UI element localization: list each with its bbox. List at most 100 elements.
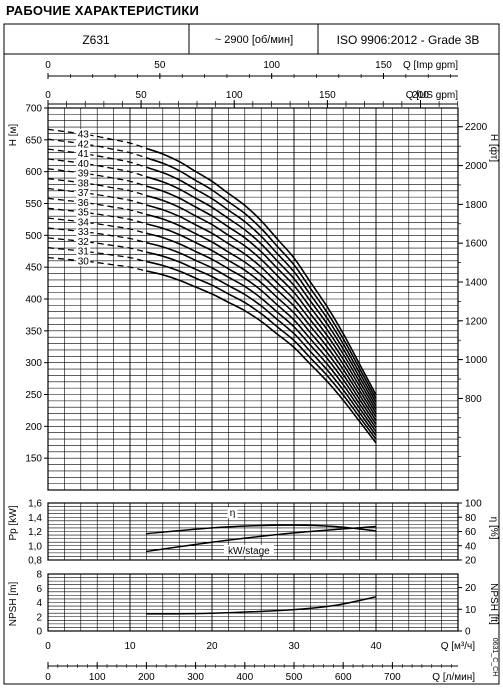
drawing-code: 0631_C_CH [491, 638, 498, 677]
speed-label: ~ 2900 [об/мин] [215, 34, 293, 46]
h-m-tick-label: 700 [25, 104, 42, 115]
stage-label-38: 38 [78, 178, 90, 189]
q-us-tick-label: 0 [45, 90, 51, 101]
kw-curve-label-bg [223, 544, 274, 556]
pp-tick-label: 1,4 [28, 513, 42, 524]
stage-label-33: 33 [78, 227, 90, 238]
h-m-tick-label: 200 [25, 422, 42, 433]
head-curve-38 [146, 194, 377, 414]
npsh-m-tick-label: 6 [36, 584, 42, 595]
stage-label-35: 35 [78, 208, 90, 219]
npsh-m-tick-label: 8 [36, 570, 42, 581]
h-ft-tick-label: 2000 [465, 161, 488, 172]
h-ft-tick-label: 2200 [465, 122, 488, 133]
head-curve-dashed-42 [47, 138, 147, 159]
page-title: РАБОЧИЕ ХАРАКТЕРИСТИКИ [6, 3, 200, 18]
stage-label-30: 30 [78, 256, 90, 267]
h-ft-axis-title: H [фт] [488, 134, 500, 162]
head-curve-39 [146, 185, 377, 411]
head-curve-dashed-41 [47, 148, 147, 168]
kw-curve-label: kW/stage [228, 546, 270, 557]
head-curve-34 [146, 232, 377, 429]
q-m3h-tick-label: 0 [45, 641, 51, 652]
h-m-tick-label: 400 [25, 295, 42, 306]
h-m-tick-label: 300 [25, 358, 42, 369]
q-m3h-tick-label: 30 [288, 641, 300, 652]
efficiency-curve [146, 524, 377, 535]
h-m-tick-label: 500 [25, 231, 42, 242]
h-m-tick-label: 600 [25, 167, 42, 178]
eta-tick-label: 100 [465, 499, 482, 510]
npsh-ft-tick-label: 0 [465, 627, 471, 638]
head-curve-dashed-38 [47, 178, 147, 197]
stage-label-bg [76, 158, 91, 169]
npsh-m-tick-label: 2 [36, 612, 42, 623]
pp-tick-label: 1,0 [28, 541, 42, 552]
q-m3h-tick-label: 40 [370, 641, 382, 652]
stage-label-bg [76, 138, 91, 149]
eta-tick-label: 80 [465, 513, 477, 524]
pp-axis-title: Pp [kW] [8, 505, 19, 540]
h-m-tick-label: 550 [25, 199, 42, 210]
h-ft-tick-label: 1000 [465, 355, 488, 366]
pp-tick-label: 1,2 [28, 527, 42, 538]
head-curve-32 [146, 251, 377, 436]
q-us-tick-label: 200 [412, 90, 429, 101]
stage-label-bg [76, 177, 91, 188]
q-us-axis-title: Q [US gpm] [406, 90, 458, 101]
stage-label-bg [76, 207, 91, 218]
q-us-tick-label: 150 [319, 90, 336, 101]
npsh-ft-axis-title: NPSH [ft] [488, 583, 499, 625]
stage-label-32: 32 [78, 237, 90, 248]
stage-label-bg [76, 129, 91, 140]
power-curve [146, 525, 377, 553]
head-curve-43 [146, 147, 377, 396]
stage-label-bg [76, 255, 91, 266]
npsh-m-axis-title: NPSH [m] [8, 582, 19, 627]
head-curve-30 [146, 270, 377, 444]
q-imp-tick-label: 100 [263, 60, 280, 71]
head-curve-37 [146, 204, 377, 418]
head-curve-dashed-33 [47, 227, 147, 244]
eta-tick-label: 60 [465, 527, 477, 538]
head-curve-dashed-30 [47, 256, 147, 272]
head-curve-dashed-31 [47, 247, 147, 263]
head-curve-36 [146, 213, 377, 422]
h-m-tick-label: 350 [25, 326, 42, 337]
q-lmin-tick-label: 300 [187, 672, 204, 683]
stage-label-40: 40 [78, 159, 90, 170]
eta-curve-label-bg [227, 507, 238, 519]
head-curve-42 [146, 157, 377, 399]
head-curve-dashed-36 [47, 197, 147, 216]
stage-label-bg [76, 168, 91, 179]
pp-tick-label: 0,8 [28, 556, 42, 567]
stage-label-31: 31 [78, 247, 90, 258]
h-m-tick-label: 250 [25, 390, 42, 401]
h-m-tick-label: 650 [25, 135, 42, 146]
npsh-m-tick-label: 4 [36, 598, 42, 609]
npsh-ft-tick-label: 10 [465, 605, 477, 616]
head-curve-dashed-32 [47, 237, 147, 253]
q-lmin-tick-label: 600 [335, 672, 352, 683]
q-m3h-tick-label: 20 [206, 641, 218, 652]
q-lmin-tick-label: 0 [45, 672, 51, 683]
stage-label-bg [76, 187, 91, 198]
eta-axis-title: η [%] [488, 517, 499, 540]
head-curve-33 [146, 241, 377, 433]
stage-label-bg [76, 216, 91, 227]
head-curve-dashed-35 [47, 207, 147, 225]
stage-label-bg [76, 246, 91, 257]
q-imp-tick-label: 150 [375, 60, 392, 71]
stage-label-bg [76, 236, 91, 247]
q-us-tick-label: 50 [136, 90, 148, 101]
q-lmin-tick-label: 500 [286, 672, 303, 683]
stage-label-34: 34 [78, 217, 90, 228]
standard-label: ISO 9906:2012 - Grade 3B [337, 33, 480, 47]
h-m-axis-title: H [м] [8, 124, 19, 147]
q-imp-tick-label: 0 [45, 60, 51, 71]
h-ft-tick-label: 1600 [465, 239, 488, 250]
stage-label-36: 36 [78, 198, 90, 209]
q-imp-axis-title: Q [Imp gpm] [403, 60, 458, 71]
